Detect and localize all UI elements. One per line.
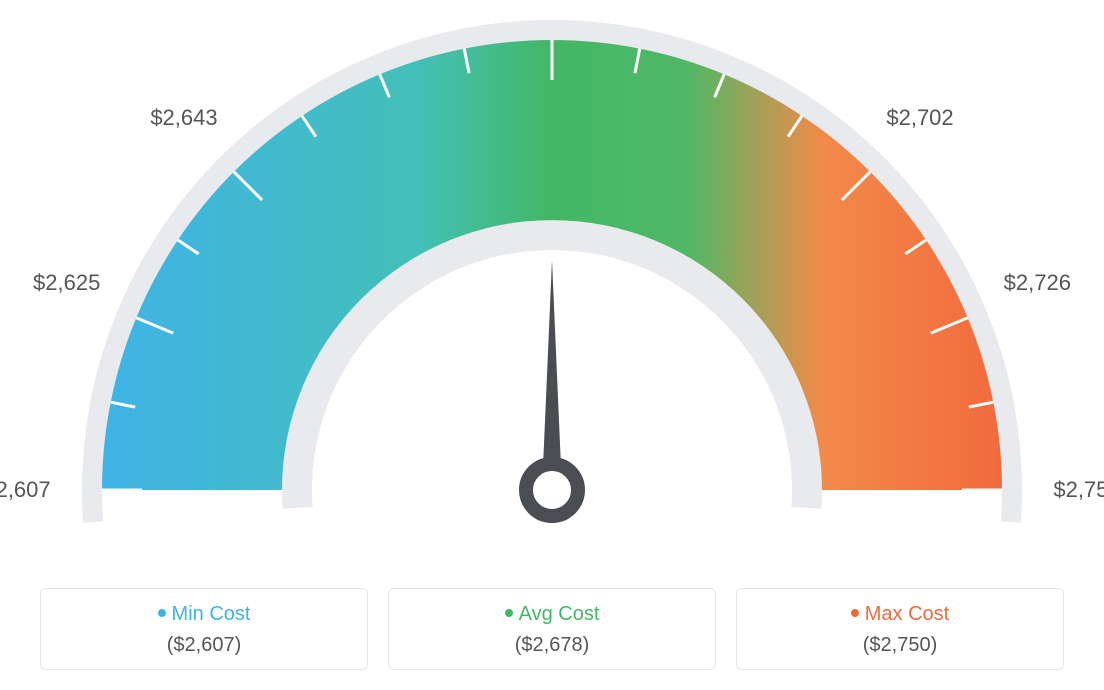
legend-title-text: Min Cost <box>172 603 251 625</box>
legend-title-text: Max Cost <box>865 603 949 625</box>
tick-label: $2,643 <box>150 105 217 131</box>
tick-label: $2,625 <box>33 270 100 296</box>
legend-title-max: Max Cost <box>747 603 1053 626</box>
legend-title-min: Min Cost <box>51 603 357 626</box>
dot-icon <box>158 609 166 617</box>
tick-label: $2,702 <box>886 105 953 131</box>
legend-title-avg: Avg Cost <box>399 603 705 626</box>
chart-container: $2,607$2,625$2,643$2,678$2,702$2,726$2,7… <box>0 0 1104 690</box>
dot-icon <box>505 609 513 617</box>
legend-card-avg: Avg Cost ($2,678) <box>388 588 716 670</box>
legend-card-min: Min Cost ($2,607) <box>40 588 368 670</box>
dot-icon <box>851 609 859 617</box>
legend-card-max: Max Cost ($2,750) <box>736 588 1064 670</box>
gauge-svg <box>0 0 1104 560</box>
tick-label: $2,750 <box>1053 477 1104 503</box>
legend-value-min: ($2,607) <box>51 634 357 657</box>
legend-title-text: Avg Cost <box>519 603 600 625</box>
tick-label: $2,726 <box>1004 270 1071 296</box>
gauge: $2,607$2,625$2,643$2,678$2,702$2,726$2,7… <box>0 0 1104 560</box>
legend-value-avg: ($2,678) <box>399 634 705 657</box>
tick-label: $2,607 <box>0 477 51 503</box>
legend-value-max: ($2,750) <box>747 634 1053 657</box>
legend-row: Min Cost ($2,607) Avg Cost ($2,678) Max … <box>40 588 1064 670</box>
